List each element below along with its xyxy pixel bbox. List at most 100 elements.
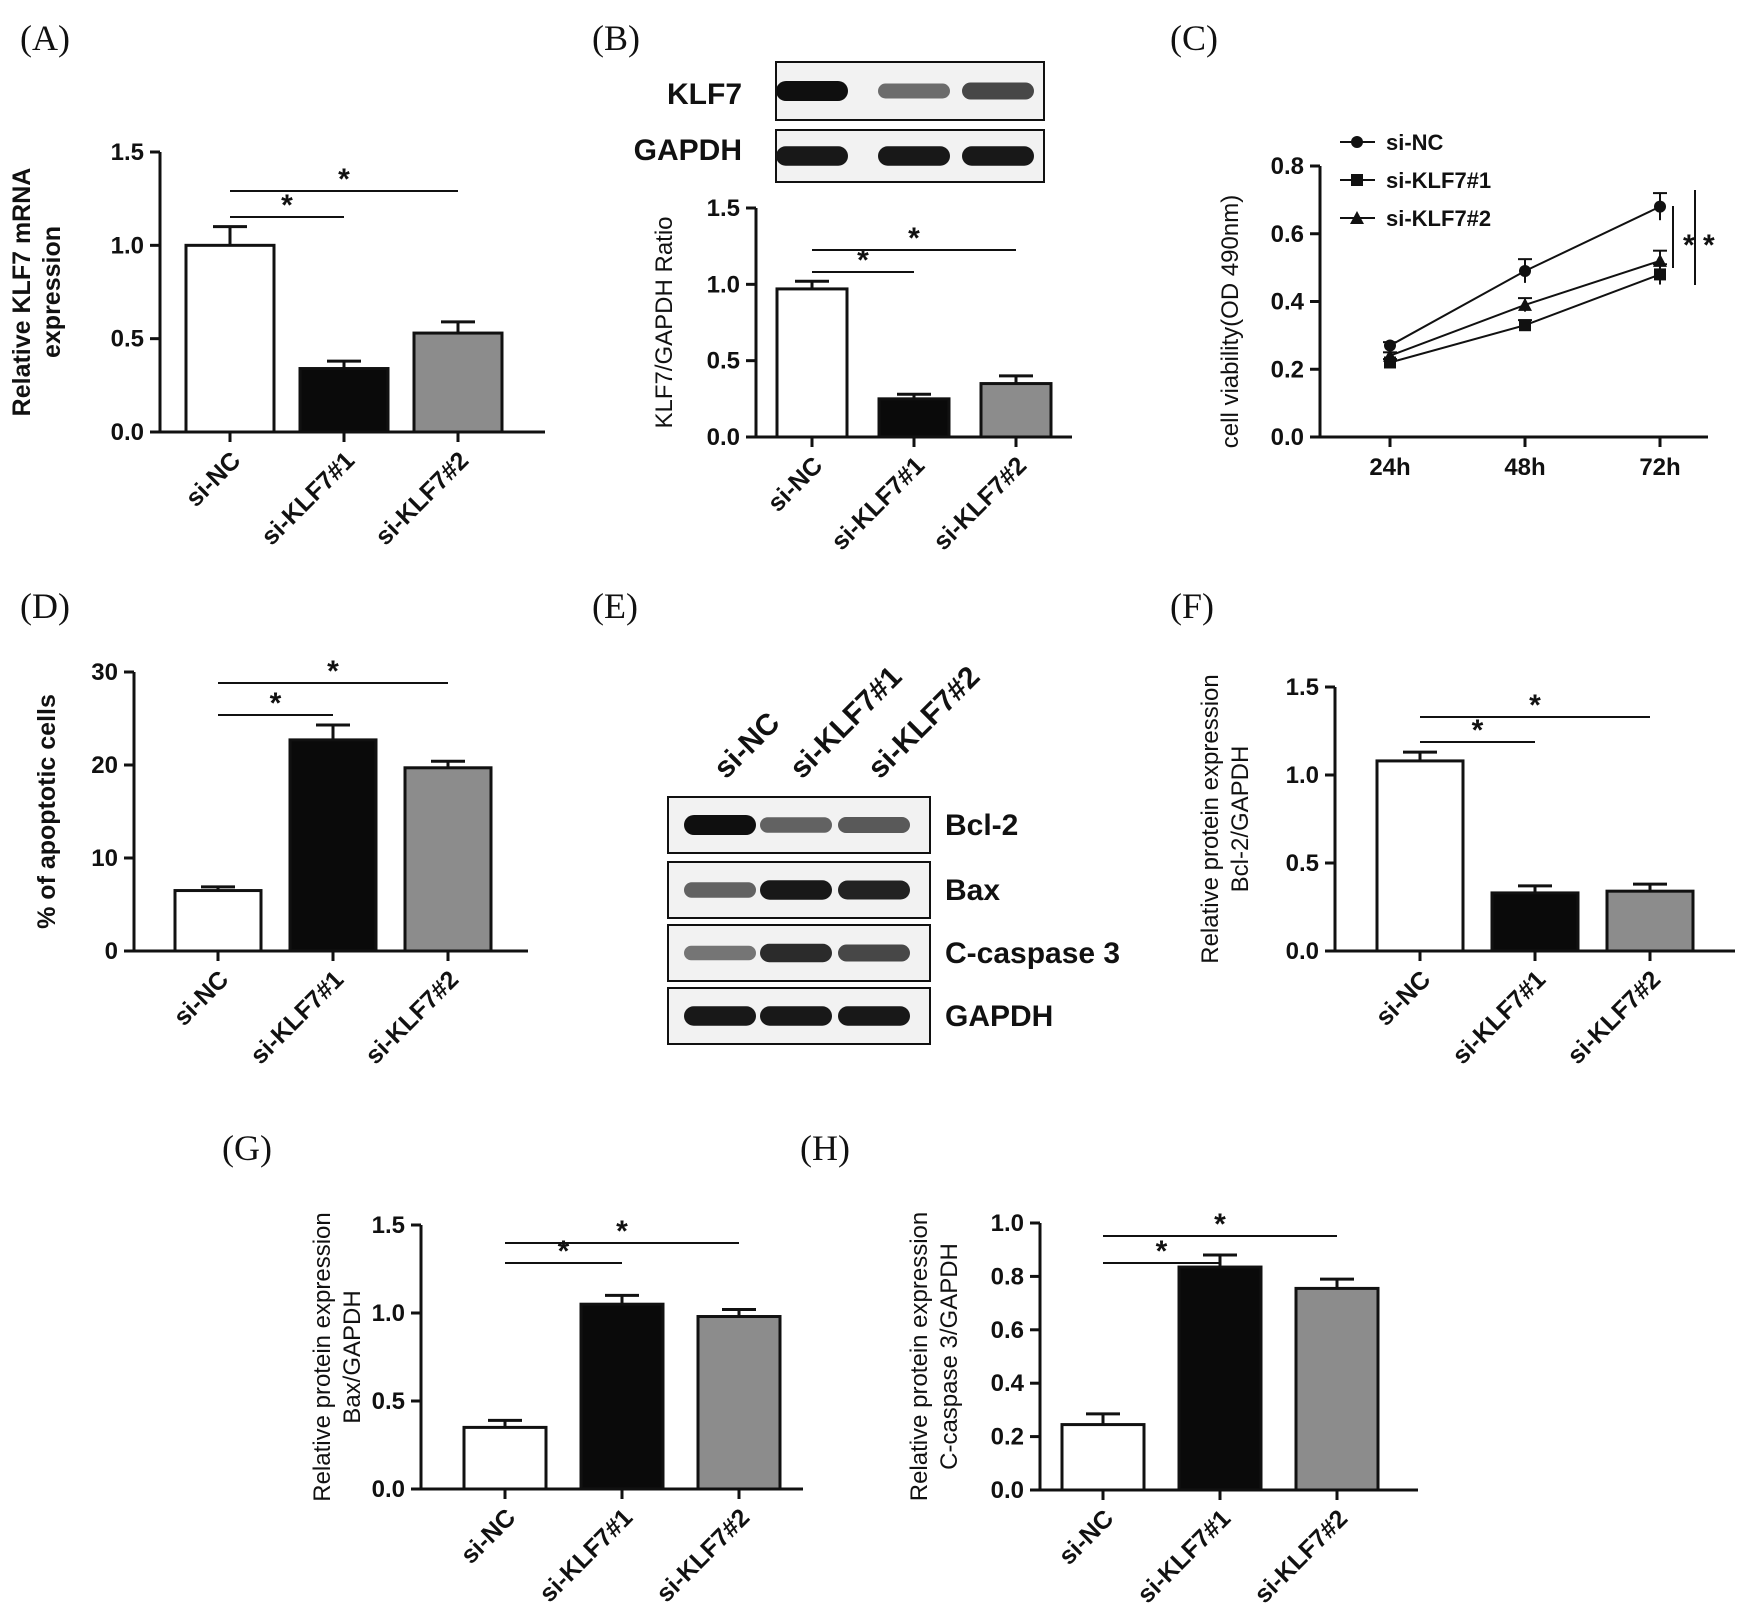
bar-si-KLF7#2	[979, 382, 1053, 439]
bar-si-KLF7#2	[1605, 889, 1695, 953]
significance-star: *	[1214, 1208, 1226, 1241]
panel-label-c: (C)	[1170, 18, 1218, 58]
significance-star: *	[1703, 229, 1715, 262]
y-tick-label: 0	[105, 938, 118, 965]
y-tick-label: 0.6	[991, 1317, 1024, 1344]
y-axis-title-line2: expression	[38, 226, 66, 358]
y-tick-label: 0.4	[991, 1370, 1025, 1397]
blot-row-GAPDH	[775, 129, 1045, 183]
lane-label: si-NC	[708, 706, 787, 785]
y-tick-label: 0.0	[1271, 424, 1304, 451]
blot-band	[878, 83, 950, 99]
x-tick-label: si-NC	[762, 451, 828, 517]
blot-band	[684, 882, 756, 898]
marker-circle	[1519, 265, 1531, 278]
y-tick-label: 0.2	[991, 1424, 1024, 1451]
blot-label: Bcl-2	[945, 809, 1018, 842]
blot-label: KLF7	[667, 78, 742, 111]
y-tick-label: 1.0	[707, 271, 740, 298]
marker-square	[1654, 268, 1666, 281]
bar-si-KLF7#2	[403, 766, 493, 953]
marker-triangle	[1350, 211, 1364, 224]
legend-label: si-KLF7#2	[1386, 206, 1491, 231]
x-tick-label: si-KLF7#1	[826, 451, 930, 555]
significance-star: *	[616, 1215, 628, 1248]
significance-star: *	[558, 1235, 570, 1268]
marker-square	[1519, 319, 1531, 332]
series-si-KLF7#2	[1383, 249, 1667, 362]
x-tick-label: si-KLF7#1	[245, 965, 349, 1069]
x-tick-label: si-NC	[1053, 1504, 1119, 1570]
significance-star: *	[1156, 1235, 1168, 1268]
y-tick-label: 0.8	[991, 1263, 1024, 1290]
x-tick-label: 24h	[1369, 454, 1410, 481]
y-tick-label: 0.0	[111, 419, 144, 446]
blot-band	[878, 146, 950, 166]
blot-band	[962, 82, 1034, 100]
y-tick-label: 0.5	[707, 348, 740, 375]
chart-F: 0.0 0.5 1.0 1.5 Relative protein expression B…	[1197, 674, 1735, 1070]
panel-label-d: (D)	[20, 586, 70, 626]
y-axis-title: Relative protein expression	[309, 1212, 336, 1502]
bar-si-KLF7#2	[412, 331, 504, 434]
y-tick-label: 30	[91, 659, 118, 686]
blot-label: GAPDH	[945, 1000, 1053, 1033]
x-tick-label: si-NC	[168, 965, 234, 1031]
panel-label-g: (G)	[222, 1128, 272, 1168]
y-tick-label: 10	[91, 845, 118, 872]
y-tick-label: 0.5	[1286, 850, 1319, 877]
bar-si-KLF7#1	[579, 1302, 665, 1491]
y-tick-label: 0.0	[1286, 938, 1319, 965]
chart-C: 0.0 0.2 0.4 0.6 0.8 24h 48h 72h cell viability(O…	[1217, 130, 1715, 481]
x-tick-label: si-NC	[180, 446, 246, 512]
blot-row-Bax	[667, 861, 931, 919]
bar-si-NC	[1060, 1423, 1146, 1492]
blot-band	[760, 817, 832, 833]
y-tick-label: 20	[91, 752, 118, 779]
y-tick-label: 1.0	[111, 232, 144, 259]
bar-si-KLF7#2	[1294, 1286, 1380, 1492]
blot-E: si-NCsi-KLF7#1si-KLF7#2Bcl-2BaxC-caspase…	[667, 660, 1120, 1045]
blot-band	[838, 817, 910, 833]
y-tick-label: 1.0	[1286, 762, 1319, 789]
y-tick-label: 1.5	[111, 139, 144, 166]
y-tick-label: 0.2	[1271, 356, 1304, 383]
blot-band	[684, 815, 756, 835]
x-tick-label: si-KLF7#1	[534, 1503, 638, 1607]
bar-si-KLF7#1	[288, 738, 378, 953]
y-axis-title: cell viability(OD 490nm)	[1217, 195, 1244, 448]
significance-star: *	[1683, 229, 1695, 262]
marker-triangle	[1383, 348, 1397, 362]
figure-layer: (A) (B) (C) (D) (E) (F) (G) (H) 0.0 0.5 1.0 1.5 Rela…	[8, 18, 1735, 1609]
y-axis-title-line2: C-caspase 3/GAPDH	[936, 1243, 963, 1470]
marker-circle	[1654, 200, 1666, 213]
blot-row-C-caspase 3	[667, 924, 931, 982]
bar-si-KLF7#1	[1490, 891, 1580, 953]
y-axis-title-line2: Bcl-2/GAPDH	[1227, 746, 1254, 893]
y-tick-label: 1.5	[1286, 674, 1319, 701]
significance-star: *	[1472, 714, 1484, 747]
panel-label-a: (A)	[20, 18, 70, 58]
significance-star: *	[327, 655, 339, 688]
x-tick-label: si-KLF7#1	[256, 446, 360, 550]
blot-label: GAPDH	[634, 134, 742, 167]
x-tick-label: si-KLF7#2	[370, 446, 474, 550]
x-tick-label: si-KLF7#2	[360, 965, 464, 1069]
y-axis-title: Relative KLF7 mRNA	[8, 168, 36, 417]
x-tick-label: si-KLF7#2	[1562, 965, 1666, 1069]
x-tick-label: 72h	[1639, 454, 1680, 481]
marker-triangle	[1518, 297, 1532, 311]
significance-star: *	[281, 189, 293, 222]
y-tick-label: 1.5	[372, 1212, 405, 1239]
blot-label: C-caspase 3	[945, 937, 1120, 970]
blot-band	[838, 944, 910, 962]
blot-row-KLF7	[775, 61, 1045, 121]
bar-si-KLF7#1	[877, 397, 951, 439]
x-tick-label: si-KLF7#1	[1132, 1504, 1236, 1608]
blot-band	[760, 943, 832, 963]
y-axis-title: KLF7/GAPDH Ratio	[651, 216, 678, 428]
y-tick-label: 0.0	[372, 1476, 405, 1503]
blot-band	[776, 81, 848, 101]
blot-B: KLF7 GAPDH	[634, 61, 1045, 183]
